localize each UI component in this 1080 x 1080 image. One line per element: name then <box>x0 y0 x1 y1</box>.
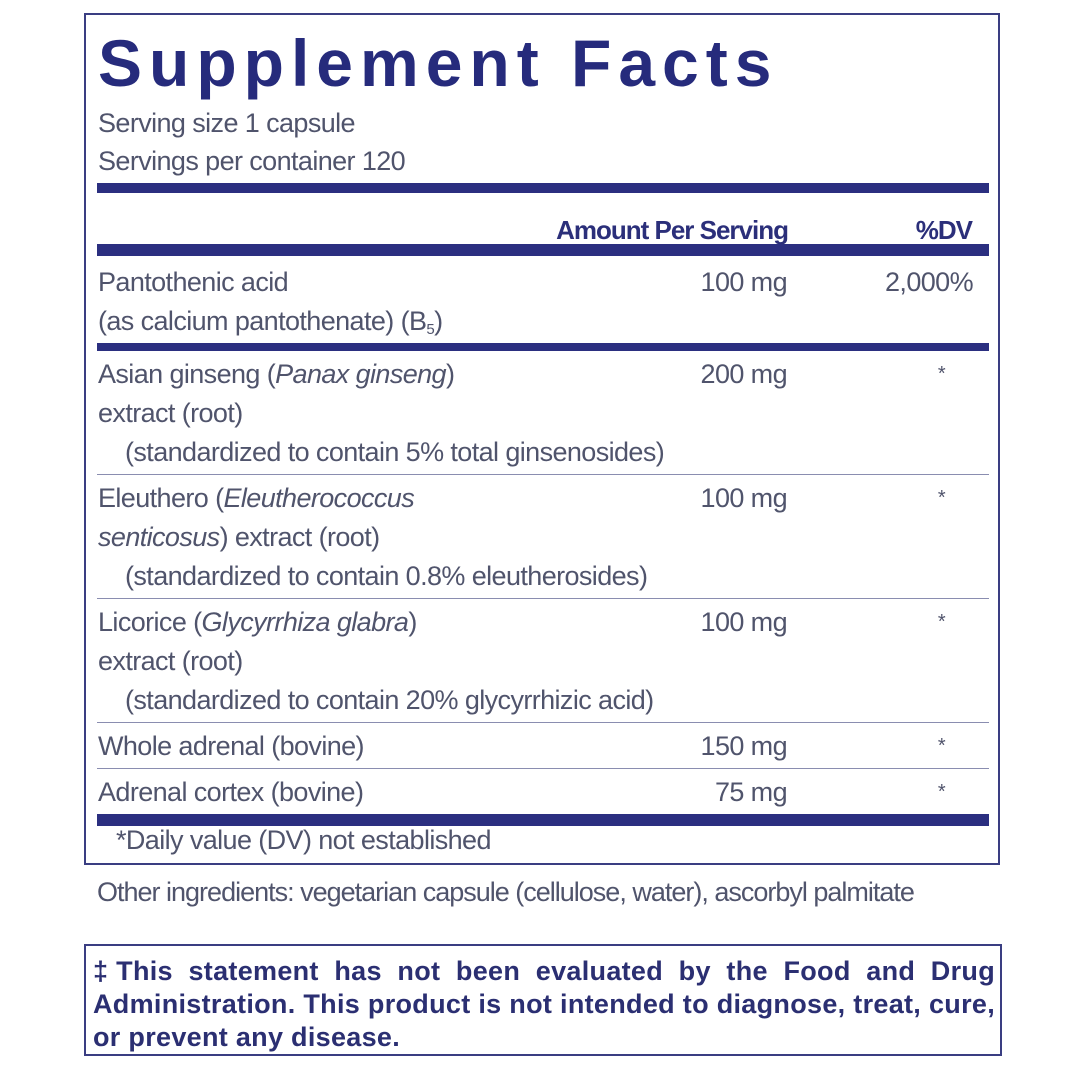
daily-value: * <box>937 735 946 757</box>
ingredient-name-line: Whole adrenal (bovine) <box>97 727 989 766</box>
divider-thin <box>97 598 989 599</box>
ingredient-name-line: (standardized to contain 20% glycyrrhizi… <box>97 681 989 720</box>
botanical-name: Eleutherococcus <box>223 483 415 513</box>
amount-per-serving: 100 mg <box>700 607 788 637</box>
ingredient-name-line: extract (root) <box>97 394 989 433</box>
amount-per-serving: 100 mg <box>700 267 788 297</box>
amount-per-serving: 150 mg <box>700 731 788 761</box>
name-text: Adrenal cortex (bovine) <box>98 777 364 807</box>
daily-value: * <box>937 781 946 803</box>
amount-per-serving: 100 mg <box>700 483 788 513</box>
name-text: ) extract (root) <box>219 522 381 552</box>
name-text: Eleuthero ( <box>98 483 224 513</box>
name-text: (standardized to contain 5% total ginsen… <box>125 437 665 467</box>
daily-value: * <box>937 611 946 633</box>
name-text: (standardized to contain 0.8% eleutheros… <box>125 561 648 591</box>
ingredient-name-line: senticosus) extract (root) <box>97 518 989 557</box>
divider-thick <box>97 244 989 256</box>
daily-value: * <box>937 363 946 385</box>
panel-title: Supplement Facts <box>98 26 779 100</box>
name-text: (standardized to contain 20% glycyrrhizi… <box>125 685 654 715</box>
other-ingredients: Other ingredients: vegetarian capsule (c… <box>97 877 915 907</box>
ingredient-name-line: (as calcium pantothenate) (B5) <box>97 302 989 341</box>
ingredient-name-line: (standardized to contain 0.8% eleutheros… <box>97 557 989 596</box>
dv-header: %DV <box>915 215 973 245</box>
ingredient-row: Eleuthero (Eleutherococcus senticosus) ex… <box>97 475 989 598</box>
subscript: 5 <box>426 321 435 338</box>
amount-per-serving-header: Amount Per Serving <box>556 215 789 245</box>
divider-thick <box>97 814 989 826</box>
daily-value: * <box>937 487 946 509</box>
name-text: extract (root) <box>98 646 243 676</box>
daily-value: 2,000% <box>885 267 974 297</box>
name-text: ) <box>445 359 455 389</box>
ingredient-row: Adrenal cortex (bovine) 75 mg * <box>97 769 989 814</box>
ingredient-row: Asian ginseng (Panax ginseng) extract (ro… <box>97 351 989 474</box>
ingredient-row: Whole adrenal (bovine) 150 mg * <box>97 723 989 768</box>
ingredient-name-line: Licorice (Glycyrrhiza glabra) <box>97 603 989 642</box>
serving-size: Serving size 1 capsule <box>98 108 356 138</box>
supplement-facts-panel: Supplement Facts Serving size 1 capsule … <box>84 13 1000 865</box>
name-text: Pantothenic acid <box>98 267 289 297</box>
name-text: Licorice ( <box>98 607 202 637</box>
fda-disclaimer: ‡This statement has not been evaluated b… <box>93 956 995 1052</box>
botanical-name: senticosus <box>98 522 220 552</box>
ingredient-name-line: Pantothenic acid <box>97 263 989 302</box>
name-text: ) <box>408 607 417 637</box>
name-text: ) <box>434 306 443 336</box>
divider-thin <box>97 722 989 723</box>
botanical-name: Panax ginseng <box>275 359 446 389</box>
name-text: Asian ginseng ( <box>98 359 276 389</box>
divider-thick <box>97 183 989 193</box>
ingredient-table: Pantothenic acid (as calcium pantothenate… <box>97 257 989 826</box>
ingredient-row: Pantothenic acid (as calcium pantothenate… <box>97 257 989 343</box>
divider-thin <box>97 474 989 475</box>
name-text: Whole adrenal (bovine) <box>98 731 365 761</box>
botanical-name: Glycyrrhiza glabra <box>201 607 409 637</box>
dv-footnote: *Daily value (DV) not established <box>116 825 492 855</box>
ingredient-name-line: Adrenal cortex (bovine) <box>97 773 989 812</box>
fda-disclaimer-box: ‡This statement has not been evaluated b… <box>84 944 1002 1056</box>
amount-per-serving: 200 mg <box>700 359 788 389</box>
divider-thin <box>97 768 989 769</box>
name-text: extract (root) <box>98 398 243 428</box>
ingredient-name-line: extract (root) <box>97 642 989 681</box>
ingredient-row: Licorice (Glycyrrhiza glabra) extract (ro… <box>97 599 989 722</box>
divider-thick <box>97 343 989 351</box>
amount-per-serving: 75 mg <box>714 777 788 807</box>
ingredient-name-line: Asian ginseng (Panax ginseng) <box>97 355 989 394</box>
ingredient-name-line: Eleuthero (Eleutherococcus <box>97 479 989 518</box>
servings-per-container: Servings per container 120 <box>98 146 406 176</box>
ingredient-name-line: (standardized to contain 5% total ginsen… <box>97 433 989 472</box>
name-text: (as calcium pantothenate) (B <box>98 306 427 336</box>
